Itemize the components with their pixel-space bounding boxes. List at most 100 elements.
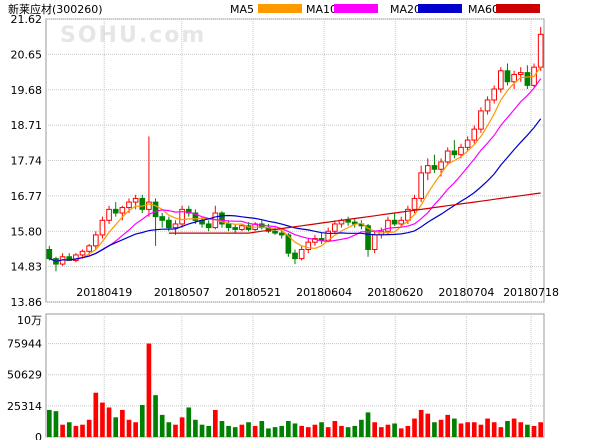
volume-bar: [153, 395, 158, 437]
volume-bar: [120, 409, 125, 437]
volume-bar: [106, 407, 112, 437]
volume-tick-label: 50629: [7, 369, 42, 382]
candle-body: [132, 197, 139, 203]
volume-bar: [412, 418, 417, 437]
x-tick-label: 20180521: [225, 286, 281, 299]
volume-bar: [452, 418, 457, 437]
candle-body: [424, 165, 431, 174]
candle-body: [192, 212, 199, 221]
candle-body: [458, 146, 464, 156]
price-tick-label: 13.86: [11, 296, 43, 309]
candle-body: [478, 110, 484, 130]
volume-bar: [80, 424, 85, 437]
volume-bar: [66, 422, 72, 437]
candle-body: [219, 212, 225, 225]
legend-label: MA60: [468, 3, 499, 16]
ma5-line: [49, 66, 542, 262]
candle-body: [524, 72, 531, 86]
volume-bar: [325, 427, 331, 437]
volume-bar: [166, 422, 172, 437]
candle-body: [438, 161, 444, 170]
candle-body: [73, 254, 79, 261]
volume-bar: [212, 409, 218, 437]
volume-bar: [53, 411, 59, 437]
candle-body: [471, 128, 478, 141]
volume-bar: [279, 425, 285, 437]
volume-bar: [339, 425, 344, 437]
volume-bar: [538, 422, 544, 437]
candle-body: [491, 88, 498, 101]
candle-body: [292, 252, 298, 260]
volume-bar: [60, 424, 65, 437]
candle-body: [239, 225, 245, 230]
candle-body: [185, 208, 192, 214]
candle-body: [172, 223, 179, 229]
candle-body: [411, 197, 418, 210]
volume-bar: [139, 405, 145, 437]
candle-body: [431, 165, 438, 170]
x-tick-label: 20180704: [438, 286, 494, 299]
volume-bar: [518, 422, 524, 437]
x-tick-label: 20180604: [296, 286, 352, 299]
candle-body: [225, 223, 232, 229]
volume-bar: [246, 422, 251, 437]
watermark: SOHU.com: [60, 23, 206, 48]
candle-body: [391, 219, 398, 225]
volume-bar: [445, 414, 451, 437]
volume-bar: [312, 424, 318, 437]
x-tick-label: 20180718: [503, 286, 559, 299]
legend-swatch: [334, 4, 378, 13]
candle-body: [371, 234, 378, 250]
x-tick-label: 20180507: [154, 286, 210, 299]
candle-body: [79, 250, 86, 256]
volume-bar: [173, 424, 178, 437]
candle-body: [504, 70, 511, 83]
volume-bar: [491, 422, 497, 437]
volume-bar: [206, 425, 212, 437]
candle-body: [278, 232, 285, 236]
candle-body: [332, 223, 338, 232]
volume-bar: [359, 419, 364, 437]
candle-body: [112, 208, 119, 214]
volume-bar: [432, 422, 437, 437]
volume-bar: [126, 419, 132, 437]
volume-bar: [525, 424, 530, 437]
volume-bar: [465, 422, 470, 437]
volume-bar: [485, 418, 490, 437]
volume-bar: [471, 422, 477, 437]
volume-bar: [100, 402, 105, 437]
volume-bar: [511, 418, 517, 437]
volume-bar: [86, 419, 92, 437]
ma60-line: [168, 192, 541, 234]
candle-body: [205, 223, 212, 229]
candle-body: [179, 208, 185, 225]
volume-tick-label: 0: [35, 431, 42, 440]
volume-panel-frame: [45, 313, 545, 438]
legend-swatch: [418, 4, 462, 13]
candle-body: [345, 219, 351, 223]
candle-body: [92, 234, 99, 247]
price-tick-label: 21.62: [11, 13, 43, 26]
volume-bar: [226, 425, 231, 437]
volume-bar: [372, 422, 378, 437]
candle-body: [146, 201, 152, 210]
volume-bar: [305, 427, 311, 437]
candle-body: [152, 201, 159, 218]
volume-bar: [193, 419, 198, 437]
volume-bar: [398, 428, 404, 437]
candle-body: [398, 219, 405, 225]
candle-body: [385, 219, 391, 232]
candle-body: [46, 248, 53, 260]
candle-body: [451, 150, 458, 156]
candle-body: [511, 73, 517, 83]
candle-body: [298, 248, 305, 260]
volume-bar: [252, 425, 258, 437]
volume-bar: [179, 417, 185, 437]
volume-bar: [199, 424, 205, 437]
price-tick-label: 15.80: [11, 225, 43, 238]
candle-body: [285, 234, 292, 254]
volume-bar: [392, 423, 397, 437]
candle-body: [159, 216, 166, 221]
